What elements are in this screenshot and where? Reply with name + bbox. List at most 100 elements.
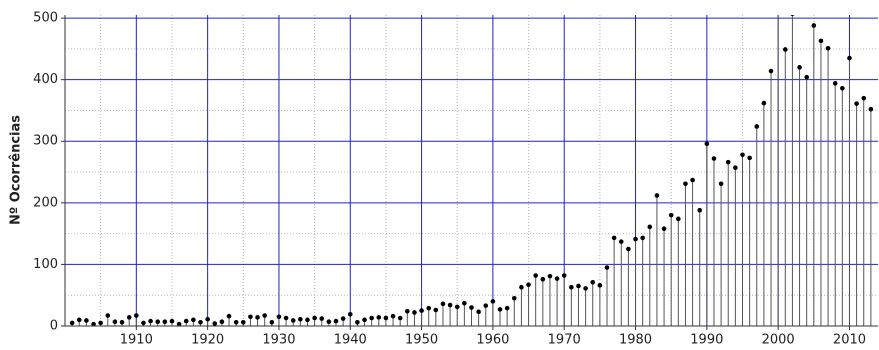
stem-marker (305, 317, 310, 323)
stem-marker (169, 318, 175, 324)
stem-marker (590, 279, 596, 285)
stem-marker (761, 100, 767, 106)
stem-marker (319, 316, 325, 321)
stem-marker (847, 55, 852, 61)
x-tick-label: 1950 (405, 333, 438, 348)
stem-marker (868, 106, 874, 112)
stem-marker (148, 318, 153, 324)
stem-marker (376, 315, 382, 320)
x-tick-label: 1970 (548, 333, 581, 348)
stem-marker (647, 224, 653, 230)
stem-marker (633, 236, 638, 242)
stem-marker (718, 181, 724, 187)
stem-marker (676, 216, 681, 222)
stem-marker (519, 284, 524, 290)
stem-marker (654, 193, 660, 198)
stem-marker (255, 315, 260, 320)
stem-marker (483, 303, 489, 308)
stem-marker (155, 319, 161, 324)
stem-marker (704, 141, 710, 147)
stem-marker (326, 319, 332, 324)
stem-marker (711, 156, 717, 161)
stem-marker (412, 310, 417, 315)
stem-marker (854, 101, 859, 106)
stem-marker (747, 155, 752, 161)
stem-marker (725, 159, 731, 165)
stem-marker (397, 315, 403, 321)
stem-marker (226, 313, 232, 319)
stem-marker (240, 320, 246, 325)
stem-marker (611, 235, 617, 241)
y-tick-label: 300 (33, 134, 58, 149)
x-tick-label: 2010 (833, 333, 866, 348)
stem-marker (340, 316, 346, 321)
stem-marker (141, 320, 146, 326)
stem-marker (526, 282, 531, 288)
stem-marker (561, 273, 567, 278)
stem-marker (112, 319, 118, 324)
stem-marker (440, 301, 446, 307)
stem-marker (683, 181, 688, 187)
stem-marker (504, 305, 510, 311)
stem-marker (782, 47, 788, 52)
stem-marker (312, 315, 317, 321)
stem-marker (533, 273, 538, 278)
plot-area (65, 0, 878, 327)
stem-marker (790, 15, 795, 17)
stem-marker (76, 317, 82, 323)
stem-marker (355, 320, 360, 325)
stem-marker (825, 45, 831, 51)
stem-marker (804, 74, 809, 80)
stem-marker (205, 316, 210, 322)
stem-marker (98, 320, 103, 326)
stem-marker (333, 318, 339, 324)
y-axis-label: Nº Ocorrências (9, 115, 24, 225)
stem-marker (690, 177, 695, 183)
stem-marker (134, 313, 139, 318)
stem-marker (183, 318, 189, 324)
stem-marker (276, 314, 282, 320)
stem-marker (597, 283, 603, 288)
stem-marker (583, 286, 588, 291)
stem-marker (126, 315, 132, 320)
x-tick-label: 1990 (690, 333, 723, 348)
stem-marker (497, 307, 503, 312)
stem-marker (818, 38, 824, 44)
stem-marker (262, 313, 267, 318)
stem-marker (554, 276, 560, 281)
stem-marker (661, 226, 667, 231)
stem-marker (797, 65, 802, 70)
stem-marker (668, 212, 674, 218)
stem-marker (697, 207, 703, 213)
stem-marker (640, 235, 645, 241)
stem-marker (383, 315, 389, 321)
stem-marker (233, 320, 239, 325)
stem-marker (419, 308, 424, 313)
y-tick-label: 500 (33, 11, 58, 26)
y-tick-label: 0 (50, 319, 58, 334)
stem-marker (290, 318, 296, 323)
stem-marker (219, 319, 225, 324)
stem-marker (91, 321, 96, 327)
stem-marker (626, 246, 631, 252)
stem-marker (832, 81, 838, 86)
stem-marker (433, 307, 439, 313)
stem-marker (604, 265, 610, 270)
stem-marker (426, 305, 432, 311)
stem-marker (283, 315, 289, 321)
stem-marker (768, 68, 774, 74)
stem-marker (212, 321, 218, 326)
stem-marker (840, 85, 845, 91)
stem-marker (84, 318, 89, 323)
x-tick-label: 1980 (619, 333, 652, 348)
x-tick-label: 1960 (476, 333, 509, 348)
stem-marker (362, 317, 367, 323)
stem-marker (776, 0, 781, 2)
y-tick-label: 100 (33, 257, 58, 272)
stem-marker (347, 311, 353, 317)
stem-marker (569, 284, 574, 290)
stem-marker (540, 276, 546, 282)
stem-marker (162, 319, 168, 324)
stem-marker (490, 299, 496, 304)
